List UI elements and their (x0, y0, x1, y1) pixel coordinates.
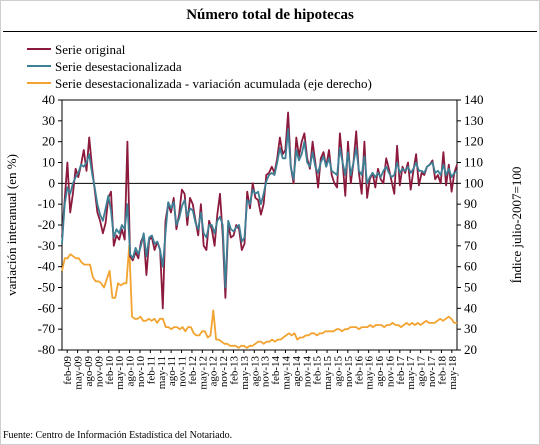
x-tick-label-18: ago-13 (249, 356, 261, 387)
x-tick-label-30: ago-16 (374, 356, 386, 387)
x-axis: feb-09may-09ago-09nov-09feb-10may-10ago-… (62, 350, 459, 390)
x-tick-label-27: nov-15 (343, 356, 355, 388)
x-tick-label-32: feb-17 (395, 356, 407, 385)
x-tick-label-14: ago-12 (208, 356, 220, 387)
y2-tick-label-2: 120 (464, 134, 484, 149)
x-tick-label-5: may-10 (114, 356, 126, 390)
y-axis-left: 40 30 20 10 0 -10 -20 -30 -40 -50 -60 -70 -80 (38, 92, 62, 357)
series-lines (61, 111, 458, 349)
y2-tick-label-4: 100 (464, 175, 484, 190)
y2-tick-label-10: 40 (464, 300, 477, 315)
x-tick-label-17: may-13 (239, 356, 251, 390)
y-tick-label-12: -80 (38, 342, 55, 357)
x-tick-label-20: feb-14 (270, 356, 282, 385)
y2-tick-label-11: 30 (464, 321, 477, 336)
y-axis-right: 140 130 120 110 100 90 80 70 60 50 40 30 20 (457, 92, 484, 357)
y2-axis-label: Índice julio-2007=100 (509, 167, 524, 284)
chart-svg: Serie original Serie desestacionalizada Se… (4, 42, 524, 390)
x-tick-label-15: nov-12 (218, 356, 230, 387)
y2-tick-label-12: 20 (464, 342, 477, 357)
x-tick-label-21: may-14 (280, 356, 292, 390)
x-tick-label-19: nov-13 (260, 356, 272, 388)
x-tick-label-12: feb-12 (187, 356, 199, 385)
x-tick-label-26: ago-15 (332, 356, 344, 387)
x-tick-label-33: may-17 (405, 356, 417, 390)
x-tick-label-9: may-11 (156, 356, 168, 389)
x-tick-label-35: nov-17 (426, 356, 438, 388)
x-tick-label-2: ago-09 (83, 356, 95, 387)
source-note: Fuente: Centro de Información Estadístic… (3, 430, 233, 441)
y-tick-label-0: 40 (42, 92, 55, 107)
y2-tick-label-8: 60 (464, 259, 477, 274)
x-tick-label-6: ago-10 (125, 356, 137, 387)
x-tick-label-13: may-12 (197, 356, 209, 390)
x-tick-label-24: feb-15 (312, 356, 324, 385)
x-tick-label-36: feb-18 (436, 356, 448, 385)
y-tick-label-2: 20 (42, 134, 55, 149)
y2-tick-label-3: 110 (464, 155, 483, 170)
x-tick-label-16: feb-13 (229, 356, 241, 385)
y-tick-label-7: -30 (38, 238, 55, 253)
x-tick-label-7: nov-10 (135, 356, 147, 388)
y2-tick-label-6: 80 (464, 217, 477, 232)
x-tick-label-8: feb-11 (145, 356, 157, 384)
series-line-2 (61, 244, 457, 349)
x-tick-label-23: nov-14 (301, 356, 313, 388)
x-tick-label-29: may-16 (364, 356, 376, 390)
x-tick-label-4: feb-10 (104, 356, 116, 385)
y2-tick-label-9: 50 (464, 280, 477, 295)
y-tick-label-5: -10 (38, 196, 55, 211)
x-tick-label-37: may-18 (447, 356, 459, 390)
x-tick-label-10: ago-11 (166, 356, 178, 386)
series-line-1 (61, 128, 458, 289)
legend-label-1: Serie desestacionalizada (55, 59, 182, 74)
x-tick-label-28: feb-16 (353, 356, 365, 385)
chart-title: Número total de hipotecas (186, 7, 354, 23)
y2-tick-label-1: 130 (464, 113, 484, 128)
x-tick-label-1: may-09 (73, 356, 85, 390)
x-tick-label-25: may-15 (322, 356, 334, 390)
legend: Serie original Serie desestacionalizada Se… (27, 42, 372, 91)
y-tick-label-11: -70 (38, 321, 55, 336)
y-axis-label: variación interanual (en %) (4, 154, 19, 296)
x-tick-label-3: nov-09 (93, 356, 105, 388)
y2-tick-label-0: 140 (464, 92, 484, 107)
x-tick-label-31: nov-16 (384, 356, 396, 388)
y-tick-label-9: -50 (38, 280, 55, 295)
series-line-0 (61, 111, 458, 310)
y-tick-label-3: 10 (42, 155, 55, 170)
x-tick-label-11: nov-11 (177, 356, 189, 387)
y2-tick-label-5: 90 (464, 196, 477, 211)
x-tick-label-34: ago-17 (416, 356, 428, 387)
x-tick-label-0: feb-09 (62, 356, 74, 385)
legend-label-0: Serie original (55, 42, 126, 57)
legend-label-2: Serie desestacionalizada - variación acu… (55, 76, 372, 91)
y2-tick-label-7: 70 (464, 238, 477, 253)
title-underline (3, 31, 537, 32)
y-tick-label-8: -40 (38, 259, 55, 274)
x-tick-label-22: ago-14 (291, 356, 303, 387)
y-tick-label-4: 0 (49, 175, 56, 190)
y-tick-label-6: -20 (38, 217, 55, 232)
y-tick-label-10: -60 (38, 300, 55, 315)
y-tick-label-1: 30 (42, 113, 55, 128)
